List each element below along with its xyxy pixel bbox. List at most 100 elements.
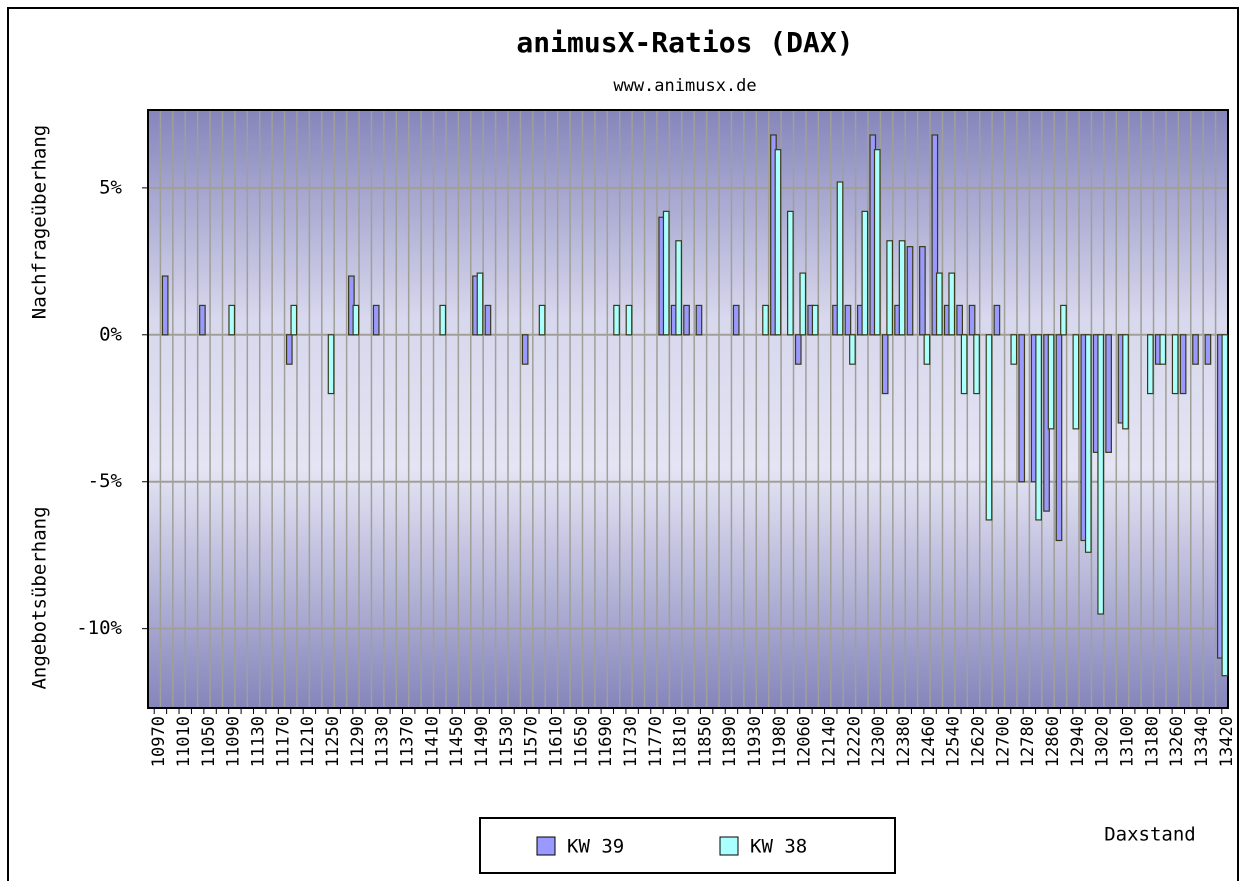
x-tick-label: 11810: [671, 716, 691, 767]
bar: [873, 149, 881, 336]
bar: [625, 304, 633, 336]
x-tick-label: 12300: [869, 716, 889, 767]
bar: [960, 334, 968, 395]
bar: [476, 272, 484, 336]
bar: [199, 304, 206, 336]
bar: [985, 334, 993, 521]
x-tick-label: 12940: [1068, 716, 1088, 767]
bar: [906, 246, 914, 336]
legend-swatch: [719, 836, 739, 856]
x-tick-label: 11410: [422, 716, 442, 767]
bar: [732, 304, 740, 336]
bar: [683, 304, 690, 336]
bar: [931, 134, 939, 336]
y-tick-label: 5%: [99, 176, 122, 198]
y-axis-title: Nachfrageüberhang: [29, 125, 51, 319]
bar: [1105, 334, 1112, 453]
bar: [923, 334, 931, 365]
bar: [228, 304, 236, 336]
x-tick-label: 12620: [969, 716, 989, 767]
y-axis-title: Angebotsüberhang: [29, 506, 51, 689]
bar: [919, 246, 926, 336]
x-tick-label: 11890: [720, 716, 740, 767]
bar: [1159, 334, 1167, 365]
bar: [1204, 334, 1212, 365]
bar: [1035, 334, 1042, 521]
bar: [811, 304, 819, 336]
bar: [1010, 334, 1018, 365]
x-tick-label: 11530: [497, 716, 517, 767]
x-tick-label: 11330: [373, 716, 393, 767]
x-tick-label: 11370: [397, 716, 417, 767]
x-tick-label: 12380: [894, 716, 914, 767]
bar: [973, 334, 980, 395]
bar: [935, 272, 943, 336]
x-tick-label: 13260: [1167, 716, 1187, 767]
x-tick-label: 11010: [174, 716, 194, 767]
bar: [1084, 334, 1092, 553]
x-tick-label: 11130: [249, 716, 269, 767]
bar: [352, 304, 360, 336]
x-tick-label: 12780: [1018, 716, 1038, 767]
bar: [799, 272, 807, 336]
x-tick-label: 13340: [1192, 716, 1212, 767]
bar: [1192, 334, 1199, 365]
bar: [675, 240, 682, 336]
bar: [787, 210, 794, 336]
x-tick-label: 11170: [273, 716, 293, 767]
chart-title: animusX-Ratios (DAX): [516, 26, 853, 59]
bar: [538, 304, 546, 336]
chart-subtitle: www.animusx.de: [613, 76, 756, 96]
bar: [1122, 334, 1129, 430]
y-tick-label: -10%: [76, 617, 122, 639]
x-tick-label: 13020: [1093, 716, 1113, 767]
bar: [881, 334, 889, 395]
x-tick-label: 10970: [149, 716, 169, 767]
x-tick-label: 13180: [1142, 716, 1162, 767]
x-tick-label: 11090: [224, 716, 244, 767]
bar: [439, 304, 447, 336]
x-tick-label: 11250: [323, 716, 343, 767]
bar: [1171, 334, 1179, 395]
y-tick-label: -5%: [88, 470, 123, 492]
x-tick-label: 11570: [522, 716, 542, 767]
x-tick-label: 12460: [919, 716, 939, 767]
legend-swatch: [536, 836, 556, 856]
x-tick-label: 11650: [571, 716, 591, 767]
x-tick-label: 11690: [596, 716, 616, 767]
bar: [849, 334, 856, 365]
x-tick-label: 11610: [546, 716, 566, 767]
bar: [662, 210, 670, 336]
bar: [1179, 334, 1187, 395]
x-tick-label: 12140: [820, 716, 840, 767]
x-tick-label: 11290: [348, 716, 368, 767]
bar: [695, 304, 703, 336]
bar: [1055, 334, 1063, 542]
bar: [956, 304, 963, 336]
x-tick-label: 11730: [621, 716, 641, 767]
bar: [613, 304, 620, 336]
x-tick-label: 13420: [1217, 716, 1237, 767]
bar: [1147, 334, 1154, 395]
x-tick-label: 11850: [695, 716, 715, 767]
x-tick-label: 11980: [770, 716, 790, 767]
x-tick-label: 12540: [944, 716, 964, 767]
bar: [484, 304, 492, 336]
bar: [774, 149, 782, 336]
x-tick-label: 12700: [993, 716, 1013, 767]
bar: [327, 334, 335, 395]
x-tick-label: 11450: [447, 716, 467, 767]
bar: [794, 334, 802, 365]
bar: [521, 334, 529, 365]
bar: [948, 272, 956, 336]
y-tick-label: 0%: [99, 323, 122, 345]
bar: [836, 181, 844, 336]
bar: [372, 304, 380, 336]
bar: [861, 210, 869, 336]
bar: [285, 334, 293, 365]
bar: [1097, 334, 1105, 615]
x-tick-label: 12220: [844, 716, 864, 767]
bar: [762, 304, 769, 336]
x-tick-label: 12060: [795, 716, 815, 767]
